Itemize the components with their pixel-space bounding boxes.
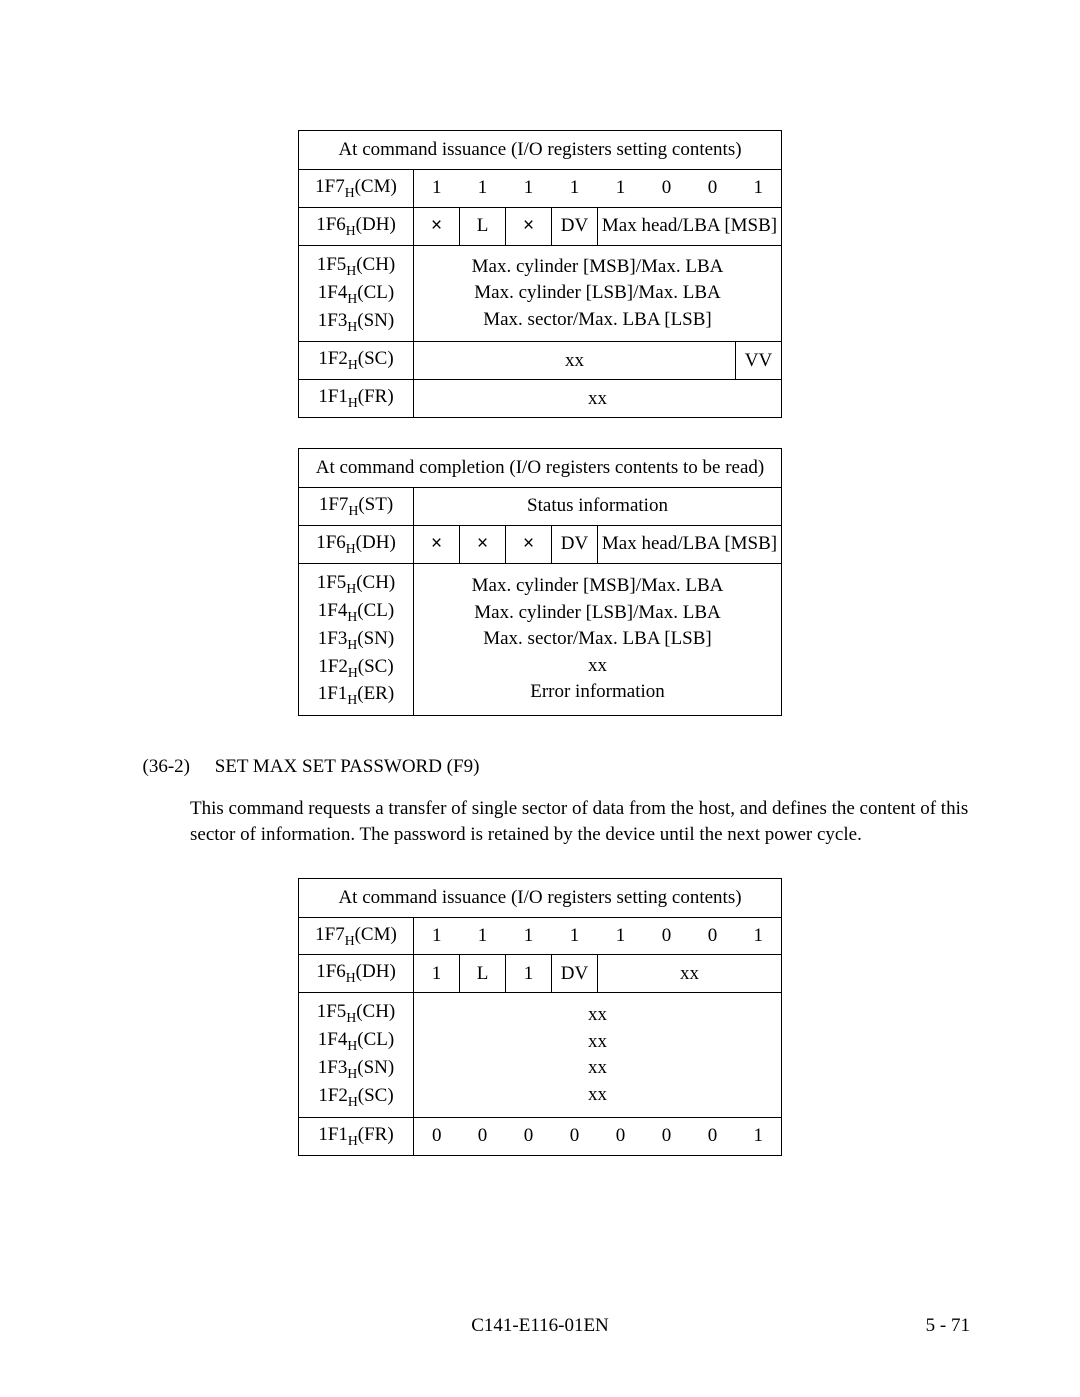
section-title: SET MAX SET PASSWORD (F9)	[215, 756, 480, 777]
reg-label: 1F7H(ST)	[299, 488, 414, 526]
bit-cell: 1	[506, 170, 552, 208]
bit-cell: 0	[690, 170, 736, 208]
bit-cell: 1	[460, 917, 506, 955]
bit-cell: DV	[552, 955, 598, 993]
table-row: 1F2H(SC) xx VV	[299, 342, 782, 380]
reg-label: 1F5H(CH) 1F4H(CL) 1F3H(SN)	[299, 245, 414, 342]
reg-label: 1F6H(DH)	[299, 955, 414, 993]
bit-cell: ×	[460, 525, 506, 563]
bit-cell: 0	[644, 170, 690, 208]
page-content: At command issuance (I/O registers setti…	[0, 0, 1080, 1156]
table-row: 1F7H(CM) 1 1 1 1 1 0 0 1	[299, 917, 782, 955]
reg-value: Max. cylinder [MSB]/Max. LBA Max. cylind…	[414, 245, 782, 342]
bit-cell: ×	[506, 207, 552, 245]
reg-label: 1F7H(CM)	[299, 917, 414, 955]
bit-cell: VV	[736, 342, 782, 380]
table-row: 1F6H(DH) 1 L 1 DV xx	[299, 955, 782, 993]
bit-cell: 0	[690, 1118, 736, 1156]
bit-cell: L	[460, 955, 506, 993]
bit-cell: 1	[414, 955, 460, 993]
bit-cell: 1	[736, 1118, 782, 1156]
bit-cell: 1	[414, 917, 460, 955]
table-row: 1F6H(DH) × × × DV Max head/LBA [MSB]	[299, 525, 782, 563]
bit-cell: DV	[552, 525, 598, 563]
table-row: 1F1H(FR) 0 0 0 0 0 0 0 1	[299, 1118, 782, 1156]
reg-label: 1F2H(SC)	[299, 342, 414, 380]
bit-cell: 1	[552, 170, 598, 208]
table-issuance-1: At command issuance (I/O registers setti…	[298, 130, 782, 418]
table-row: 1F7H(ST) Status information	[299, 488, 782, 526]
bit-cell: 0	[598, 1118, 644, 1156]
bit-cell: 0	[414, 1118, 460, 1156]
bit-cell: 0	[460, 1118, 506, 1156]
table-row: 1F5H(CH) 1F4H(CL) 1F3H(SN) 1F2H(SC) xx x…	[299, 993, 782, 1118]
bit-cell: ×	[414, 207, 460, 245]
bit-cell: ×	[414, 525, 460, 563]
section-number: (36-2)	[100, 756, 190, 778]
reg-label: 1F7H(CM)	[299, 170, 414, 208]
reg-value: Max. cylinder [MSB]/Max. LBA Max. cylind…	[414, 563, 782, 716]
bit-cell: 0	[690, 917, 736, 955]
bit-cell: 0	[644, 1118, 690, 1156]
bit-cell: xx	[598, 955, 782, 993]
bit-cell: 1	[598, 170, 644, 208]
table-row: 1F5H(CH) 1F4H(CL) 1F3H(SN) 1F2H(SC) 1F1H…	[299, 563, 782, 716]
bit-cell: Max head/LBA [MSB]	[598, 207, 782, 245]
section-body: This command requests a transfer of sing…	[190, 796, 980, 847]
bit-cell: 1	[460, 170, 506, 208]
table2-title: At command completion (I/O registers con…	[299, 449, 782, 488]
table3-title: At command issuance (I/O registers setti…	[299, 878, 782, 917]
bit-cell: 0	[644, 917, 690, 955]
bit-cell: 1	[598, 917, 644, 955]
table-row: 1F7H(CM) 1 1 1 1 1 0 0 1	[299, 170, 782, 208]
bit-cell: 1	[506, 917, 552, 955]
bit-cell: 1	[736, 917, 782, 955]
table1-title: At command issuance (I/O registers setti…	[299, 131, 782, 170]
reg-label: 1F5H(CH) 1F4H(CL) 1F3H(SN) 1F2H(SC) 1F1H…	[299, 563, 414, 716]
reg-label: 1F6H(DH)	[299, 207, 414, 245]
bit-cell: 0	[506, 1118, 552, 1156]
section-heading: (36-2) SET MAX SET PASSWORD (F9)	[100, 756, 980, 778]
doc-number: C141-E116-01EN	[0, 1315, 1080, 1337]
table-row: 1F5H(CH) 1F4H(CL) 1F3H(SN) Max. cylinder…	[299, 245, 782, 342]
bit-cell: Max head/LBA [MSB]	[598, 525, 782, 563]
table-row: 1F6H(DH) × L × DV Max head/LBA [MSB]	[299, 207, 782, 245]
bit-cell: 1	[414, 170, 460, 208]
reg-value: Status information	[414, 488, 782, 526]
reg-label: 1F1H(FR)	[299, 380, 414, 418]
bit-cell: DV	[552, 207, 598, 245]
table-issuance-2: At command issuance (I/O registers setti…	[298, 878, 782, 1156]
page-number: 5 - 71	[926, 1315, 970, 1337]
reg-label: 1F5H(CH) 1F4H(CL) 1F3H(SN) 1F2H(SC)	[299, 993, 414, 1118]
reg-value: xx	[414, 380, 782, 418]
bit-cell: ×	[506, 525, 552, 563]
reg-value: xx	[414, 342, 736, 380]
reg-label: 1F1H(FR)	[299, 1118, 414, 1156]
bit-cell: L	[460, 207, 506, 245]
reg-label: 1F6H(DH)	[299, 525, 414, 563]
bit-cell: 1	[552, 917, 598, 955]
bit-cell: 1	[506, 955, 552, 993]
bit-cell: 0	[552, 1118, 598, 1156]
page-footer: C141-E116-01EN 5 - 71	[0, 1315, 1080, 1337]
table-row: 1F1H(FR) xx	[299, 380, 782, 418]
table-completion: At command completion (I/O registers con…	[298, 448, 782, 716]
reg-value: xx xx xx xx	[414, 993, 782, 1118]
bit-cell: 1	[736, 170, 782, 208]
